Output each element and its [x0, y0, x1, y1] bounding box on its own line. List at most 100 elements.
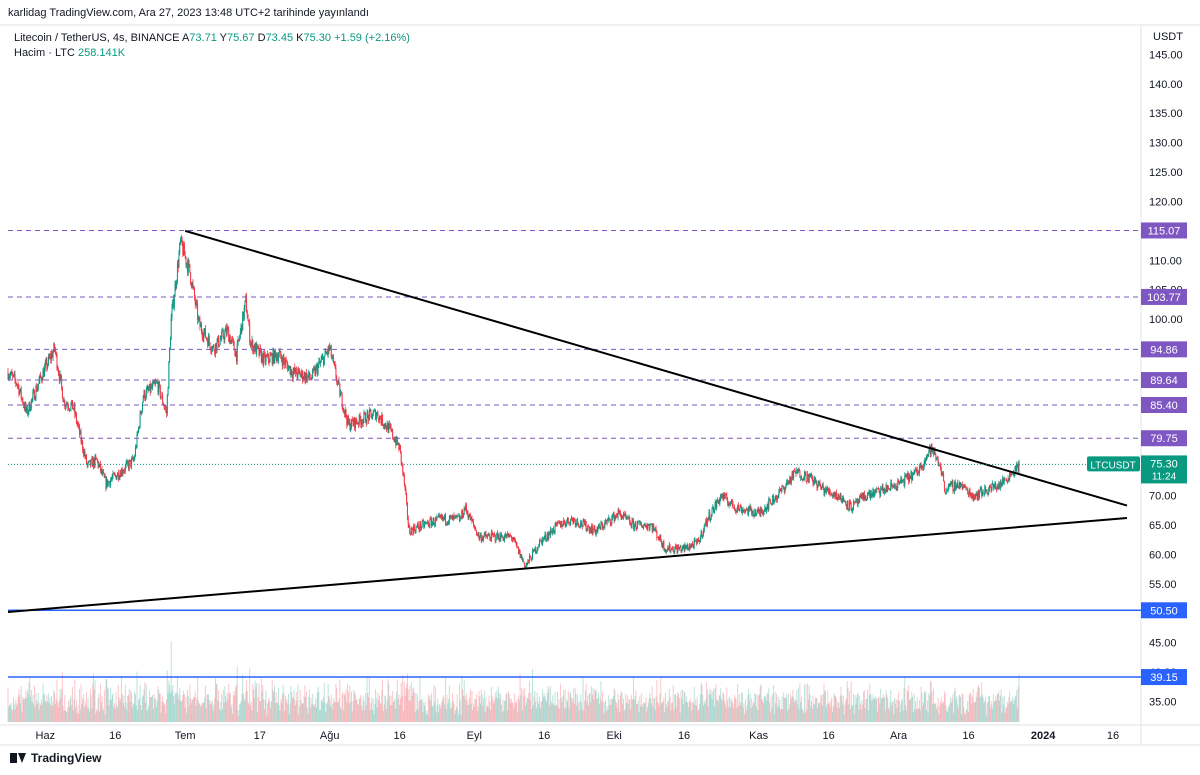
volume-bar [535, 708, 537, 722]
candle-body [992, 483, 994, 489]
candle-body [577, 522, 579, 527]
volume-bar [769, 702, 771, 722]
volume-bar [907, 691, 909, 722]
volume-bar [714, 688, 716, 722]
candle-body [775, 495, 777, 499]
volume-bar [855, 704, 857, 722]
candle-body [999, 483, 1001, 488]
volume-bar [177, 698, 179, 722]
volume-bar [1018, 674, 1020, 722]
volume-bar [845, 700, 847, 722]
candle-body [54, 343, 56, 350]
candle-body [772, 495, 774, 505]
candle-body [806, 481, 808, 483]
candle-body [671, 547, 673, 549]
legend-volume-label[interactable]: Hacim · LTC [14, 47, 75, 59]
candle-body [783, 486, 785, 489]
volume-bar [200, 705, 202, 722]
candle-body [570, 517, 572, 520]
candle-body [403, 472, 405, 475]
candle-body [115, 475, 117, 480]
volume-bar [311, 704, 313, 722]
candle-body [413, 526, 415, 531]
volume-bar [514, 702, 516, 722]
volume-bar [859, 703, 861, 722]
volume-bar [402, 674, 404, 722]
volume-bar [636, 703, 638, 722]
volume-bar [127, 695, 129, 722]
candle-body [560, 523, 562, 528]
candle-body [444, 514, 446, 519]
volume-bar [202, 702, 204, 722]
volume-bar [395, 708, 397, 722]
candle-body [671, 547, 673, 551]
candle-body [957, 487, 959, 489]
candle-body [818, 480, 820, 483]
candle-body [653, 525, 655, 531]
candle-body [741, 510, 743, 513]
volume-bar [637, 700, 639, 722]
candle-body [424, 522, 426, 524]
volume-bar [221, 708, 223, 722]
candle-body [438, 515, 440, 517]
volume-bar [245, 691, 247, 722]
volume-bar [856, 693, 858, 722]
volume-bar [580, 694, 582, 722]
volume-bar [320, 700, 322, 722]
volume-bar [727, 699, 729, 722]
volume-bar [325, 711, 327, 722]
candle-body [898, 481, 900, 484]
volume-bar [495, 697, 497, 722]
candle-body [826, 487, 828, 491]
volume-bar [29, 677, 31, 722]
volume-bar [781, 696, 783, 722]
volume-bar [181, 700, 183, 722]
volume-bar [376, 706, 378, 722]
candle-body [987, 494, 989, 495]
candle-body [155, 382, 157, 383]
volume-bar [599, 698, 601, 722]
candle-body [936, 458, 938, 460]
volume-bar [256, 683, 258, 722]
candle-body [1001, 484, 1003, 486]
volume-bar [157, 686, 159, 722]
candle-body [463, 508, 465, 516]
volume-bar [768, 688, 770, 722]
candle-body [730, 501, 732, 504]
candle-body [76, 422, 78, 424]
candle-body [246, 312, 248, 319]
x-tick-label: 16 [1107, 730, 1119, 742]
legend-volume-value: 258.141K [77, 47, 126, 59]
candle-body [851, 510, 853, 512]
volume-bar [905, 705, 907, 722]
candle-body [995, 482, 997, 489]
legend-symbol[interactable]: Litecoin / TetherUS, 4s, BINANCE [14, 32, 180, 44]
volume-bar [926, 709, 928, 722]
candle-body [774, 498, 776, 502]
candle-body [273, 350, 275, 363]
volume-bar [167, 692, 169, 722]
candle-body [798, 468, 800, 472]
candle-body [549, 529, 551, 536]
candle-body [564, 522, 566, 526]
candle-body [581, 525, 583, 527]
y-tick-label: 45.00 [1149, 638, 1177, 650]
volume-bar [347, 691, 349, 722]
candle-body [476, 530, 478, 535]
candle-body [978, 491, 980, 498]
volume-bar [1011, 700, 1013, 722]
volume-bar [674, 695, 676, 722]
volume-bar [259, 701, 261, 722]
volume-bar [512, 703, 514, 722]
volume-bar [756, 694, 758, 722]
volume-bar [474, 698, 476, 722]
tradingview-brand[interactable]: TradingView [10, 751, 101, 765]
candle-body [310, 378, 312, 380]
candle-body [156, 382, 158, 383]
volume-bar [981, 682, 983, 722]
volume-bar [657, 701, 659, 722]
candle-body [336, 381, 338, 383]
volume-bar [218, 690, 220, 722]
candle-body [729, 503, 731, 505]
